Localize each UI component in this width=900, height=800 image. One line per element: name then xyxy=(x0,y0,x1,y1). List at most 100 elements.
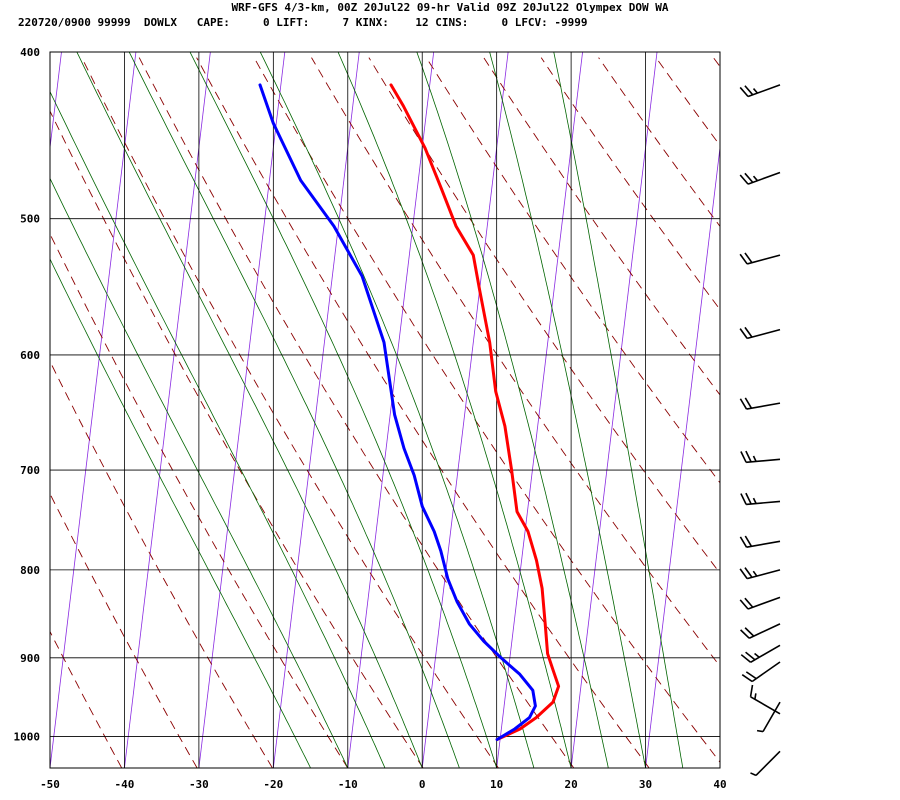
moist-adiabat xyxy=(337,52,572,768)
barb-staff xyxy=(755,750,781,776)
barb-staff xyxy=(746,328,781,340)
barb-feather xyxy=(749,684,754,697)
wind-barb xyxy=(739,252,781,265)
isotherm-lines xyxy=(50,52,880,768)
barb-staff xyxy=(748,623,781,639)
barb-staff xyxy=(747,84,781,98)
wind-barb xyxy=(756,701,781,733)
wind-barb xyxy=(740,623,781,639)
wind-barb xyxy=(750,750,781,777)
barb-feather xyxy=(745,450,752,463)
wind-barb xyxy=(739,397,781,410)
dry-adiabat xyxy=(50,630,123,768)
barb-feather xyxy=(744,397,753,409)
barb-feather xyxy=(744,172,754,183)
dry-adiabat xyxy=(196,57,650,768)
moist-adiabat xyxy=(553,52,684,768)
barb-staff xyxy=(762,701,781,732)
barb-feather xyxy=(741,674,753,683)
axis-labels: -50 -40 -30 -20 -10 0 10 20 30 40 400 500 600 700 800 9… xyxy=(14,46,727,791)
isotherm xyxy=(719,764,720,768)
moist-adiabat xyxy=(76,52,423,768)
barb-staff xyxy=(747,171,781,185)
temperature-trace xyxy=(389,83,561,741)
barb-staff xyxy=(750,644,781,663)
x-tick-label: -50 xyxy=(40,778,60,791)
wind-barb xyxy=(739,326,781,340)
dry-adiabat xyxy=(138,57,575,768)
isotherm xyxy=(272,52,360,768)
moist-adiabat xyxy=(416,52,609,768)
plot-frame xyxy=(49,51,721,769)
dry-adiabat xyxy=(425,57,720,484)
wind-barb xyxy=(739,171,781,185)
sounding-indices: 220720/0900 99999 DOWLX CAPE: 0 LIFT: 7 … xyxy=(18,16,588,29)
x-tick-label: 0 xyxy=(419,778,426,791)
moist-adiabat xyxy=(50,177,349,768)
barb-feather xyxy=(739,398,748,410)
y-tick-label: 800 xyxy=(20,564,40,577)
barb-feather xyxy=(754,693,757,700)
barb-feather xyxy=(745,651,756,661)
barb-feather xyxy=(744,252,753,264)
barb-staff xyxy=(746,569,781,580)
moist-adiabat xyxy=(189,52,498,768)
barb-staff xyxy=(746,540,781,548)
barb-feather xyxy=(739,536,748,548)
dry-adiabat xyxy=(50,110,424,768)
moist-adiabat xyxy=(489,52,646,768)
dry-adiabat xyxy=(81,57,499,768)
y-tick-label: 900 xyxy=(20,652,40,665)
barb-feather xyxy=(756,729,764,733)
x-tick-label: -40 xyxy=(115,778,135,791)
barb-staff xyxy=(746,402,781,410)
x-tick-label: 40 xyxy=(713,778,726,791)
isotherm xyxy=(421,52,509,768)
barb-feather xyxy=(752,175,759,182)
wind-barb xyxy=(739,567,781,580)
barb-staff xyxy=(747,596,781,610)
barb-feather xyxy=(752,570,758,577)
isotherm xyxy=(570,52,658,768)
barb-feather xyxy=(739,253,748,265)
barb-staff xyxy=(750,696,781,715)
y-tick-label: 1000 xyxy=(14,731,41,744)
barb-feather xyxy=(745,492,752,505)
barb-feather xyxy=(739,599,749,610)
x-tick-label: -20 xyxy=(263,778,283,791)
isotherm xyxy=(124,52,211,768)
wind-barb xyxy=(740,644,781,663)
x-tick-label: -30 xyxy=(189,778,209,791)
barb-feather xyxy=(740,493,747,505)
y-tick-label: 400 xyxy=(20,46,40,59)
wind-barbs xyxy=(739,84,781,777)
isotherm xyxy=(347,52,435,768)
barb-feather xyxy=(754,652,760,658)
barb-feather xyxy=(739,328,748,339)
barb-feather xyxy=(739,568,748,580)
barb-feather xyxy=(739,174,749,185)
dry-adiabat xyxy=(713,57,720,68)
dry-adiabat xyxy=(540,57,720,311)
dry-adiabat xyxy=(483,57,720,396)
barb-feather xyxy=(752,497,757,504)
wind-barb xyxy=(749,684,781,715)
barb-staff xyxy=(746,500,781,506)
barb-feather xyxy=(740,629,750,639)
isotherm xyxy=(794,52,880,768)
y-tick-label: 500 xyxy=(20,213,40,226)
x-tick-label: 20 xyxy=(564,778,577,791)
moist-adiabat xyxy=(128,52,460,768)
isotherm xyxy=(50,52,137,768)
wind-barb xyxy=(740,450,781,464)
dewpoint-trace xyxy=(258,83,537,741)
barb-feather xyxy=(744,85,754,96)
x-tick-label: 30 xyxy=(639,778,652,791)
barb-feather xyxy=(752,455,757,462)
barb-feather xyxy=(744,326,753,338)
barb-feather xyxy=(752,88,759,94)
barb-staff xyxy=(746,254,781,265)
moist-adiabat xyxy=(50,90,386,768)
dry-adiabat xyxy=(50,360,273,768)
